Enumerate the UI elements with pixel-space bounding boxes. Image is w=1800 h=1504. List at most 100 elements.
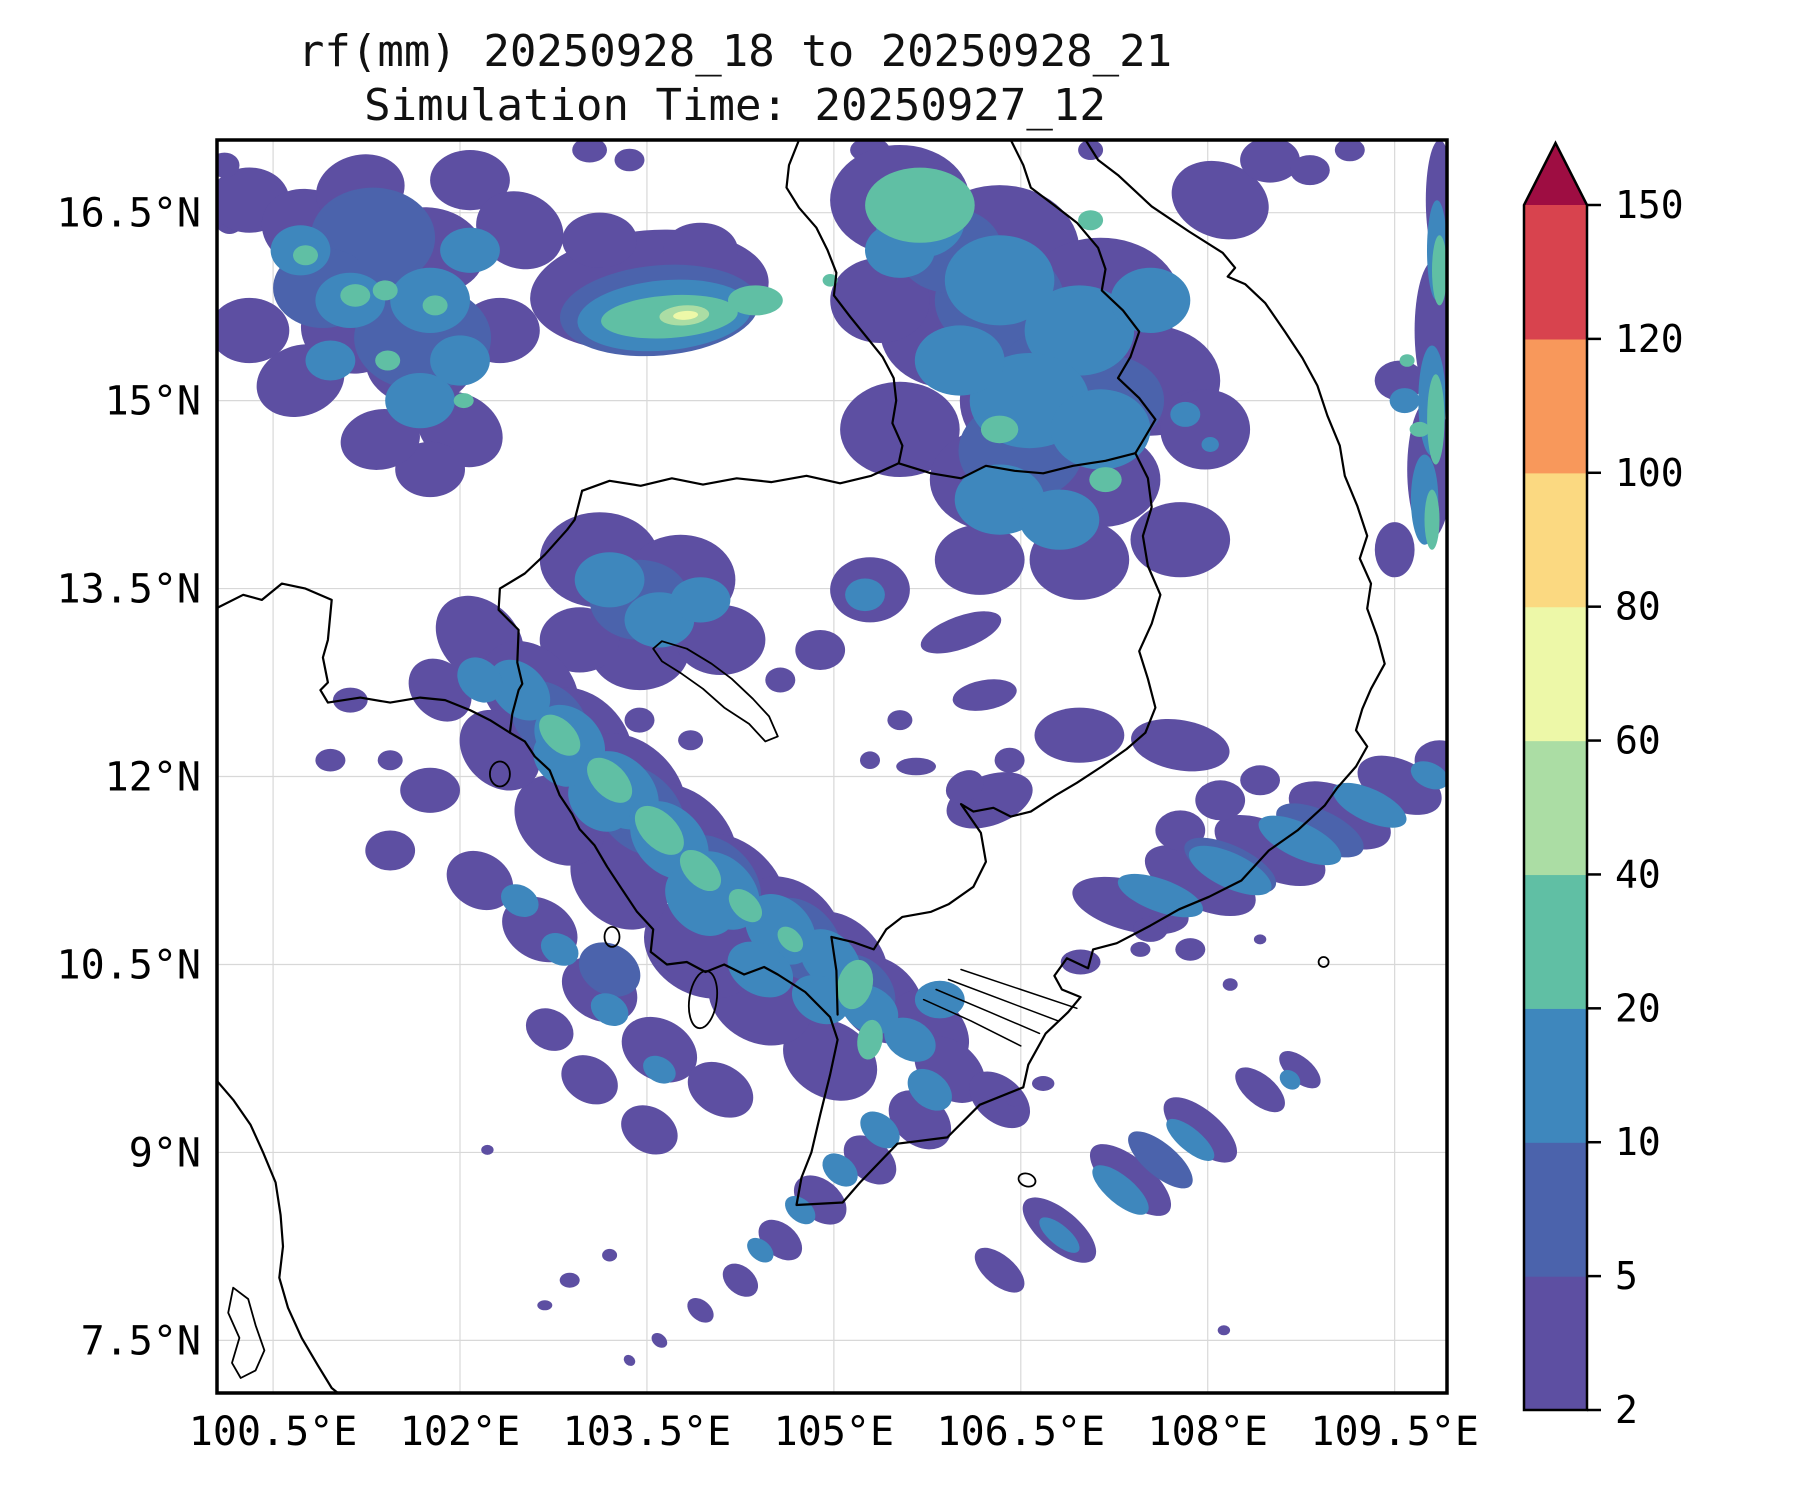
rain-cell-level-0 [1130, 941, 1151, 957]
rainfall-field [217, 140, 1447, 1366]
rain-cell-level-0 [896, 757, 936, 776]
rain-cell-level-0 [1171, 160, 1269, 240]
rain-cell-level-0 [1144, 844, 1256, 917]
rain-cell-level-0 [624, 707, 655, 733]
rain-cell-level-3 [1427, 374, 1445, 465]
rain-cell-level-3 [1399, 354, 1415, 367]
rain-cell-level-0 [1005, 1093, 1024, 1107]
rain-cell-level-3 [777, 926, 804, 953]
rain-cell-level-3 [375, 350, 401, 371]
coastlines [217, 140, 1386, 1393]
rain-cell-level-2 [1410, 761, 1447, 790]
rain-cell-level-0 [887, 710, 913, 731]
island-koh-rong [603, 926, 621, 948]
rain-cell-level-3 [1078, 210, 1104, 231]
rain-cell-level-2 [1389, 388, 1420, 414]
rain-cell-level-3 [1409, 421, 1430, 437]
rain-cell-level-0 [614, 148, 645, 172]
river-mekong-delta-channel-4 [960, 968, 1078, 1010]
rain-cell-level-2 [884, 1017, 936, 1062]
rain-cell-level-0 [945, 770, 984, 803]
colorbar-segment-60-80 [1524, 606, 1587, 742]
x-tick-label: 109.5°E [1310, 1409, 1479, 1455]
colorbar-segment-2-5 [1524, 1276, 1587, 1411]
rain-cell-level-3 [293, 245, 318, 266]
colorbar-segment-120-150 [1524, 205, 1587, 340]
rain-cell-level-0 [1130, 502, 1231, 578]
rain-cell-level-0 [1131, 719, 1230, 772]
x-tick-label: 103.5°E [563, 1409, 732, 1455]
rain-cell-level-3 [728, 888, 763, 923]
x-tick-label: 108°E [1148, 1409, 1268, 1455]
colorbar-tick-label: 2 [1615, 1388, 1638, 1432]
colorbar-outline [1522, 140, 1589, 1412]
rain-cell-level-0 [1089, 1144, 1172, 1216]
rain-cell-level-2 [1019, 489, 1100, 550]
rain-cell-level-5 [673, 310, 699, 320]
rain-cell-level-0 [621, 1016, 698, 1083]
rain-cell-level-0 [1334, 140, 1365, 162]
rain-cell-level-0 [537, 1300, 553, 1311]
rain-cell-level-0 [687, 1297, 714, 1323]
rain-cell-level-2 [1050, 389, 1151, 470]
rain-cell-level-0 [217, 297, 290, 364]
rain-cell-level-3 [1089, 467, 1122, 493]
rain-cell-level-0 [1163, 1097, 1238, 1163]
y-tick-label: 12°N [105, 755, 201, 801]
rain-cell-level-0 [1175, 938, 1206, 961]
rain-cell-level-2 [1110, 267, 1191, 333]
rain-cell-level-1 [1276, 803, 1364, 858]
rain-cell-level-2 [1201, 437, 1219, 452]
colorbar-tick-label: 80 [1615, 585, 1661, 629]
rain-cell-level-0 [400, 767, 460, 813]
rain-cell-level-3 [1424, 489, 1440, 550]
rain-cell-level-0 [1374, 522, 1415, 578]
rain-cell-level-2 [1024, 285, 1135, 376]
rain-cell-level-2 [1092, 1165, 1149, 1215]
x-tick-label: 102°E [400, 1409, 520, 1455]
rain-cell-level-2 [574, 552, 645, 608]
rain-cell-level-3 [372, 280, 398, 301]
rain-cell-level-2 [1279, 1069, 1301, 1090]
y-tick-label: 16.5°N [57, 191, 202, 237]
lake-songkhla-lagoon [227, 1286, 266, 1379]
coastline-dangrek-thai-cambodia-border [581, 462, 900, 492]
island-koh-chang [488, 760, 511, 788]
island-phu-quoc [687, 970, 719, 1030]
colorbar-segment-40-60 [1524, 740, 1587, 876]
rain-cell-level-2 [747, 1237, 774, 1263]
rain-cell-level-0 [934, 524, 1025, 595]
rain-cell-level-0 [430, 150, 510, 211]
rain-cell-level-0 [1290, 155, 1330, 186]
colorbar: 2 5 10 20 40 60 80 100 120 150 [1522, 140, 1684, 1432]
rain-cell-level-0 [559, 1272, 580, 1288]
rain-cell-level-3 [1432, 235, 1447, 306]
rain-cell-level-3 [340, 284, 371, 307]
colorbar-segment-80-100 [1524, 472, 1587, 608]
rain-cell-level-0 [1060, 949, 1101, 975]
rain-cell-level-0 [1034, 707, 1125, 763]
rain-cell-level-0 [602, 1248, 618, 1262]
rain-cell-level-3 [857, 1019, 883, 1060]
rain-cell-level-0 [1217, 1325, 1231, 1336]
coastline-cambodia-vietnam-border [830, 452, 1162, 1016]
rain-cell-level-0 [1235, 1067, 1285, 1113]
lake-tonle-sap-lake [652, 640, 779, 743]
rain-cell-level-0 [795, 630, 846, 670]
x-axis-labels: 100.5°E 102°E 103.5°E 105°E 106.5°E 108°E 109.… [189, 1409, 1479, 1455]
rain-cell-level-0 [1160, 389, 1251, 470]
rain-cell-level-3 [634, 805, 684, 855]
rain-cell-level-2 [305, 340, 356, 381]
rain-cell-level-1 [1128, 1131, 1193, 1189]
rain-cell-level-2 [590, 993, 629, 1026]
rain-cell-level-0 [525, 1008, 574, 1051]
rain-cell-level-0 [621, 1105, 678, 1155]
rain-cell-level-0 [651, 1333, 668, 1348]
rain-cell-level-2 [845, 578, 885, 612]
coastline-vietnam-gulf-coast [217, 140, 1386, 1207]
rain-cell-level-0 [678, 730, 704, 751]
rain-cell-level-0 [1032, 1076, 1055, 1091]
rain-cell-level-2 [785, 1195, 816, 1225]
rain-cell-level-0 [860, 751, 880, 769]
